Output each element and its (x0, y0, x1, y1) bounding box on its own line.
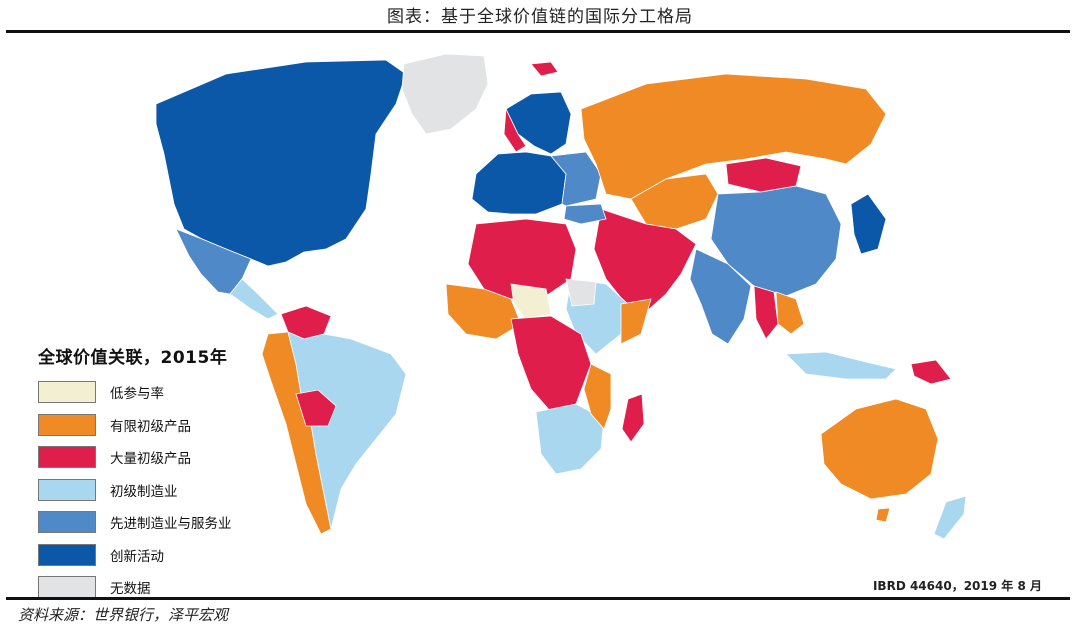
region-southern-africa (535, 403, 605, 475)
region-sudan (565, 278, 597, 307)
region-southeast-africa (583, 363, 612, 430)
legend-label: 创新活动 (110, 548, 164, 565)
region-southeast-asia (775, 291, 805, 335)
legend-label: 初级制造业 (110, 483, 178, 500)
legend-swatch (38, 446, 96, 469)
legend-item: 大量初级产品 (38, 441, 278, 474)
region-new-zealand (933, 495, 967, 540)
region-tasmania (875, 507, 891, 523)
source-note: 资料来源：世界银行，泽平宏观 (18, 606, 229, 624)
region-north-america (155, 59, 407, 267)
region-horn-of-africa (620, 298, 652, 345)
legend-item: 创新活动 (38, 539, 278, 572)
region-australia (820, 398, 939, 500)
region-myanmar (753, 285, 779, 340)
legend-swatch (38, 381, 96, 404)
region-india (689, 248, 752, 345)
region-bolivia (295, 389, 337, 427)
region-indonesia (785, 351, 897, 380)
bottom-rule (6, 597, 1070, 600)
map-credit: IBRD 44640，2019 年 8 月 (872, 579, 1042, 593)
region-png (910, 359, 952, 385)
legend-label: 低参与率 (110, 386, 164, 403)
region-turkey (563, 203, 607, 225)
region-scandinavia (505, 91, 572, 155)
legend-item: 低参与率 (38, 376, 278, 409)
legend-swatch (38, 543, 96, 566)
legend-title: 全球价值关联，2015年 (38, 348, 228, 368)
region-russia (580, 73, 887, 200)
region-western-europe (471, 151, 567, 215)
legend-swatch (38, 511, 96, 534)
region-greenland (401, 53, 489, 135)
region-west-africa (445, 283, 522, 340)
legend-label: 大量初级产品 (110, 451, 191, 468)
legend-label: 先进制造业与服务业 (110, 516, 232, 533)
legend-item: 初级制造业 (38, 474, 278, 507)
legend-swatch (38, 576, 96, 599)
region-north-africa (467, 218, 577, 300)
region-norway (503, 107, 527, 153)
region-central-america (229, 278, 279, 320)
legend-swatch (38, 413, 96, 436)
map-legend: 全球价值关联，2015年 低参与率 有限初级产品 大量初级产品 初级制造业 先进… (38, 343, 278, 604)
world-map (6, 34, 1070, 596)
region-japan-korea (850, 193, 887, 255)
legend-swatch (38, 478, 96, 501)
legend-item: 先进制造业与服务业 (38, 506, 278, 539)
region-china (710, 185, 842, 297)
top-rule (6, 30, 1070, 33)
region-sahel (510, 283, 552, 320)
region-madagascar (621, 393, 645, 443)
region-eastern-europe (550, 151, 602, 207)
legend-item: 有限初级产品 (38, 409, 278, 442)
world-map-svg (155, 53, 967, 540)
page-title: 图表：基于全球价值链的国际分工格局 (387, 7, 693, 27)
legend-label: 无数据 (110, 581, 151, 598)
region-iceland (530, 61, 559, 77)
legend-label: 有限初级产品 (110, 418, 191, 435)
region-middle-east (593, 208, 697, 313)
